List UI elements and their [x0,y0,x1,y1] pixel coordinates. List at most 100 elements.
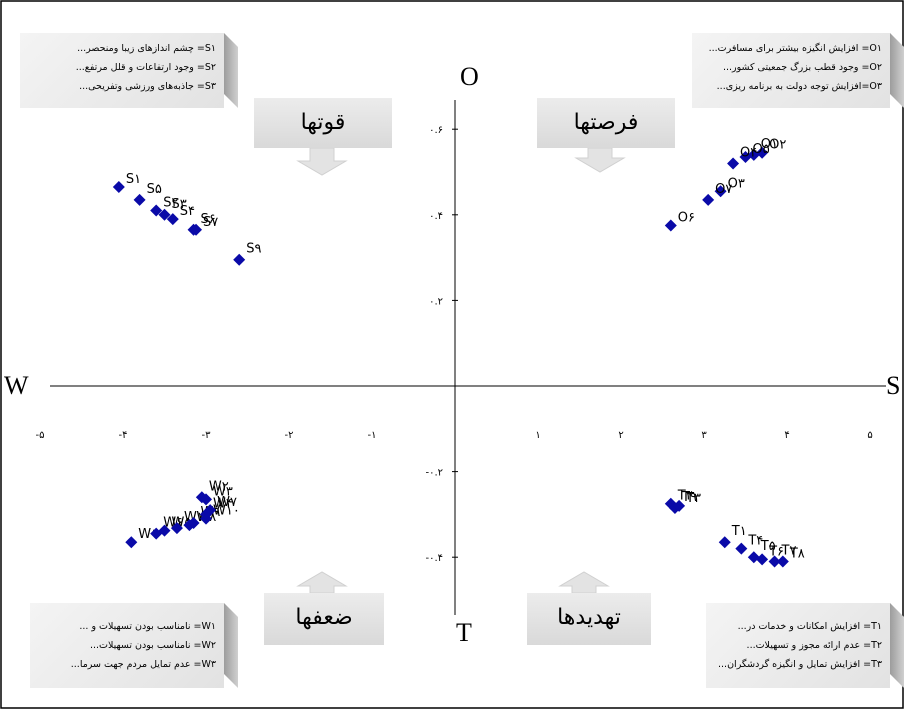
quadrant-title-opportunities: فرصتها [537,98,675,148]
data-point-t [776,555,789,568]
x-tick-label: ۳ [701,430,707,441]
data-point-label: S۲ [163,196,178,211]
data-point-w [187,516,200,529]
legend-threats-item: T۲= عدم ارائه مجوز و تسهیلات... [746,640,882,651]
legend-opportunities-item: O۲= وجود قطب بزرگ جمعیتی کشور... [722,62,882,73]
data-point-label: O۱ [761,137,778,152]
data-point-label: S۷ [203,215,218,230]
legend-opportunities-item: O۱= افزایش انگیزه بیشتر برای مسافرت... [708,43,882,54]
data-point-label: W۱۰ [213,504,240,519]
legend-weaknesses: W۱= نامناسب بودن تسهیلات و ... W۲= نامنا… [30,603,224,688]
data-point-label: S۱ [126,172,141,187]
data-point-label: S۴ [180,204,195,219]
data-point-s [166,213,179,226]
legend-threats-item: T۱= افزایش امکانات و خدمات در... [737,621,882,632]
data-point-label: S۳ [172,197,187,212]
legend-weaknesses-item: W۳= عدم تمایل مردم جهت سرما... [70,659,216,670]
data-point-w [200,493,212,506]
arrow-opportunities [574,147,626,173]
data-point-o [756,146,769,159]
data-point-w [125,536,138,549]
data-point-o [664,219,677,232]
data-point-label: O۷ [715,182,732,197]
x-tick-label: -۳ [202,430,212,441]
data-point-label: O۴ [740,145,757,160]
data-point-w [170,522,183,535]
data-point-t [718,536,731,549]
data-point-label: T۱ [731,524,747,539]
arrow-weaknesses [296,571,348,594]
x-tick-label: ۵ [867,430,872,441]
y-tick-label: -۰.۲ [425,468,443,479]
data-point-w [200,508,212,521]
data-point-label: T۶ [768,544,784,559]
data-point-label: S۵ [147,182,162,197]
x-tick-label: -۵ [36,430,45,441]
axis-letter-s: S [886,371,901,400]
x-tick-label: ۱ [535,430,540,441]
y-tick-label: ۰.۴ [429,211,443,222]
data-point-label: O۳ [728,176,745,191]
legend-strengths: S۱= چشم اندازهای زیبا ومنحصر... S۲= وجود… [20,33,224,108]
data-point-o [727,157,740,170]
arrow-threats [558,571,610,594]
legend-strengths-item: S۲= وجود ارتفاعات و قلل مرتفع... [75,62,216,73]
axis-letter-o: O [460,62,479,91]
y-tick-label: -۰.۴ [425,553,443,564]
quadrant-title-threats: تهدیدها [527,593,651,645]
data-point-s [133,193,146,206]
legend-weaknesses-item: W۲= نامناسب بودن تسهیلات... [90,640,216,651]
data-point-label: O۲ [769,138,786,153]
data-point-label: T۸ [789,546,805,561]
x-tick-label: -۱ [368,430,377,441]
legend-strengths-item: S۱= چشم اندازهای زیبا ومنحصر... [77,43,216,54]
data-point-label: O۵ [753,142,770,157]
legend-threats: T۱= افزایش امکانات و خدمات در... T۲= عدم… [706,603,890,688]
data-point-label: S۹ [246,242,261,257]
y-tick-label: ۰.۶ [429,125,443,136]
data-point-label: T۷ [781,543,797,558]
data-point-w [158,524,171,537]
data-point-t [768,555,781,568]
data-point-label: T۲ [677,489,693,504]
x-tick-label: ۴ [784,430,789,441]
quadrant-title-weaknesses: ضعفها [264,593,384,645]
data-point-o [714,185,727,198]
data-point-t [756,553,769,566]
data-point-label: O۶ [678,211,695,226]
data-point-label: W۳ [213,484,233,499]
data-point-label: S۶ [201,212,216,227]
data-point-label: W۴ [213,496,233,511]
data-point-s [233,253,246,266]
axis-letter-w: W [4,371,29,400]
data-point-s [158,208,171,221]
data-point-label: W۲ [209,479,229,494]
legend-opportunities-item: O۳=افزایش توجه دولت به برنامه ریزی... [716,81,882,92]
quadrant-title-strengths: قوتها [254,98,392,148]
data-point-label: T۴ [747,534,763,549]
data-point-s [190,223,203,236]
x-tick-label: ۲ [618,430,623,441]
legend-opportunities: O۱= افزایش انگیزه بیشتر برای مسافرت... O… [692,33,890,108]
data-point-t [747,551,760,564]
data-point-t [735,542,748,555]
y-tick-label: ۰.۲ [429,296,443,307]
data-point-s [150,204,163,217]
data-point-label: T۹ [681,490,697,505]
arrow-strengths [296,147,348,176]
axis-letter-t: T [456,618,472,647]
data-point-w [204,504,217,517]
data-point-o [702,193,715,206]
legend-strengths-item: S۳= جاذبه‌های ورزشی وتفریحی... [79,81,216,92]
data-point-label: T۳ [685,491,701,506]
x-tick-label: -۲ [285,430,294,441]
data-point-o [739,151,752,164]
data-point-t [673,499,686,512]
data-point-o [747,148,760,161]
data-point-s [112,180,125,193]
legend-threats-item: T۳= افزایش تمایل و انگیزه گردشگران... [718,659,882,670]
legend-weaknesses-item: W۱= نامناسب بودن تسهیلات و ... [79,621,216,632]
